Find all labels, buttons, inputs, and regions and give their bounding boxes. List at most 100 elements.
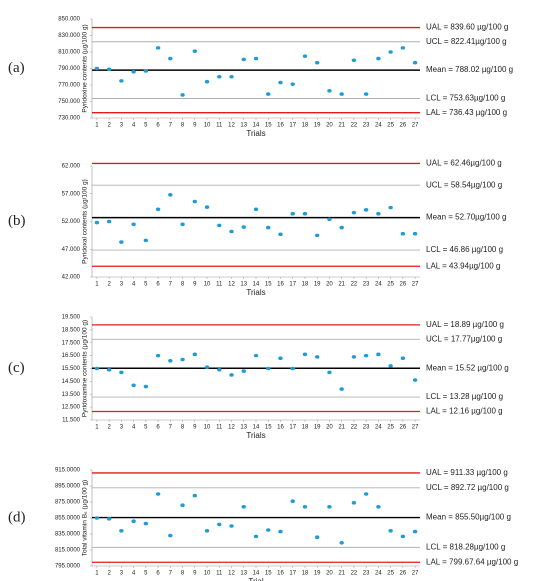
x-tick-label: 26 <box>400 571 407 577</box>
x-tick-label: 21 <box>338 123 345 129</box>
data-point <box>94 220 100 225</box>
y-tick-label: 790.000 <box>58 66 80 72</box>
data-point <box>168 533 173 538</box>
panel-label: (c) <box>8 360 25 376</box>
x-tick-label: 2 <box>107 571 111 577</box>
x-tick-label: 9 <box>193 123 197 129</box>
x-axis-title: Trials <box>246 431 265 440</box>
data-point <box>217 74 222 79</box>
x-tick-label: 13 <box>240 123 247 129</box>
y-tick-label: 855.0000 <box>55 516 81 522</box>
x-tick-label: 4 <box>132 282 136 288</box>
x-tick-label: 23 <box>363 282 370 288</box>
y-tick-label: 915.0000 <box>55 468 81 474</box>
data-point <box>119 529 124 533</box>
x-tick-label: 14 <box>253 571 260 577</box>
x-tick-label: 3 <box>120 425 124 431</box>
x-tick-label: 23 <box>363 123 370 129</box>
y-tick-label: 11.500 <box>62 418 81 424</box>
data-point <box>143 238 149 243</box>
x-tick-label: 21 <box>338 282 345 288</box>
x-tick-label: 14 <box>253 282 260 288</box>
data-point <box>253 534 259 539</box>
data-point <box>339 225 344 230</box>
x-tick-label: 5 <box>144 282 148 288</box>
x-tick-label: 16 <box>277 282 284 288</box>
data-point <box>363 353 369 358</box>
y-tick-label: 13.500 <box>62 392 81 398</box>
data-point <box>204 529 210 533</box>
x-tick-label: 3 <box>120 571 124 577</box>
control-line-label: Mean = 855.50µg/100 g <box>426 513 511 522</box>
data-point <box>363 92 369 96</box>
data-point <box>314 535 320 539</box>
x-tick-label: 3 <box>120 282 124 288</box>
x-tick-label: 13 <box>240 571 247 577</box>
x-tick-label: 19 <box>314 123 321 129</box>
x-tick-label: 6 <box>156 282 160 288</box>
data-point <box>204 365 210 370</box>
x-tick-label: 2 <box>107 282 111 288</box>
data-point <box>168 193 173 197</box>
x-tick-label: 1 <box>95 123 99 129</box>
x-tick-label: 25 <box>387 571 394 577</box>
data-point <box>376 352 381 357</box>
data-point <box>412 529 418 534</box>
x-tick-label: 8 <box>181 123 185 129</box>
x-tick-label: 15 <box>265 571 272 577</box>
y-tick-label: 17.500 <box>62 340 81 346</box>
y-tick-label: 795.0000 <box>55 564 81 570</box>
data-point <box>192 493 198 498</box>
data-point <box>327 88 332 93</box>
data-point <box>351 501 357 505</box>
control-line-label: Mean = 788.02 µg/100 g <box>426 65 513 74</box>
control-line-label: UCL = 17.77µg/100 g <box>426 334 502 343</box>
data-point <box>278 232 283 237</box>
x-tick-label: 22 <box>351 425 358 431</box>
x-tick-label: 20 <box>326 571 333 577</box>
data-point <box>290 82 295 86</box>
control-line-label: LCL = 753.63µg/100 g <box>426 94 505 103</box>
data-point <box>143 69 149 73</box>
x-tick-label: 22 <box>351 123 358 129</box>
data-point <box>253 353 259 358</box>
data-point <box>229 229 234 234</box>
data-point <box>253 207 259 212</box>
x-tick-label: 24 <box>375 425 382 431</box>
x-tick-label: 24 <box>375 123 382 129</box>
y-tick-label: 810.000 <box>58 50 80 56</box>
x-tick-label: 16 <box>277 123 284 129</box>
data-point <box>302 505 308 509</box>
x-tick-label: 27 <box>412 425 419 431</box>
x-tick-label: 5 <box>144 571 148 577</box>
x-tick-label: 5 <box>144 123 148 129</box>
x-axis-title: Trials <box>246 129 265 138</box>
x-tick-label: 7 <box>169 425 173 431</box>
data-point <box>327 505 332 509</box>
data-point <box>327 370 332 375</box>
data-point <box>376 505 381 509</box>
data-point <box>363 208 369 212</box>
x-tick-label: 27 <box>412 571 419 577</box>
x-tick-label: 19 <box>314 571 321 577</box>
data-point <box>314 60 320 65</box>
x-tick-label: 4 <box>132 571 136 577</box>
data-point <box>155 353 161 358</box>
x-tick-label: 4 <box>132 425 136 431</box>
x-tick-label: 26 <box>400 425 407 431</box>
data-point <box>278 80 283 85</box>
data-point <box>217 223 222 228</box>
x-tick-label: 9 <box>193 282 197 288</box>
data-point <box>351 355 357 359</box>
x-tick-label: 10 <box>204 123 211 129</box>
data-point <box>290 366 295 371</box>
data-point <box>106 67 112 72</box>
panel-label: (d) <box>8 509 26 525</box>
panel-label: (a) <box>8 60 25 76</box>
x-tick-label: 26 <box>400 282 407 288</box>
data-point <box>388 205 393 210</box>
x-tick-label: 20 <box>326 123 333 129</box>
x-tick-label: 1 <box>95 571 99 577</box>
data-point <box>119 370 124 375</box>
data-point <box>119 240 124 244</box>
